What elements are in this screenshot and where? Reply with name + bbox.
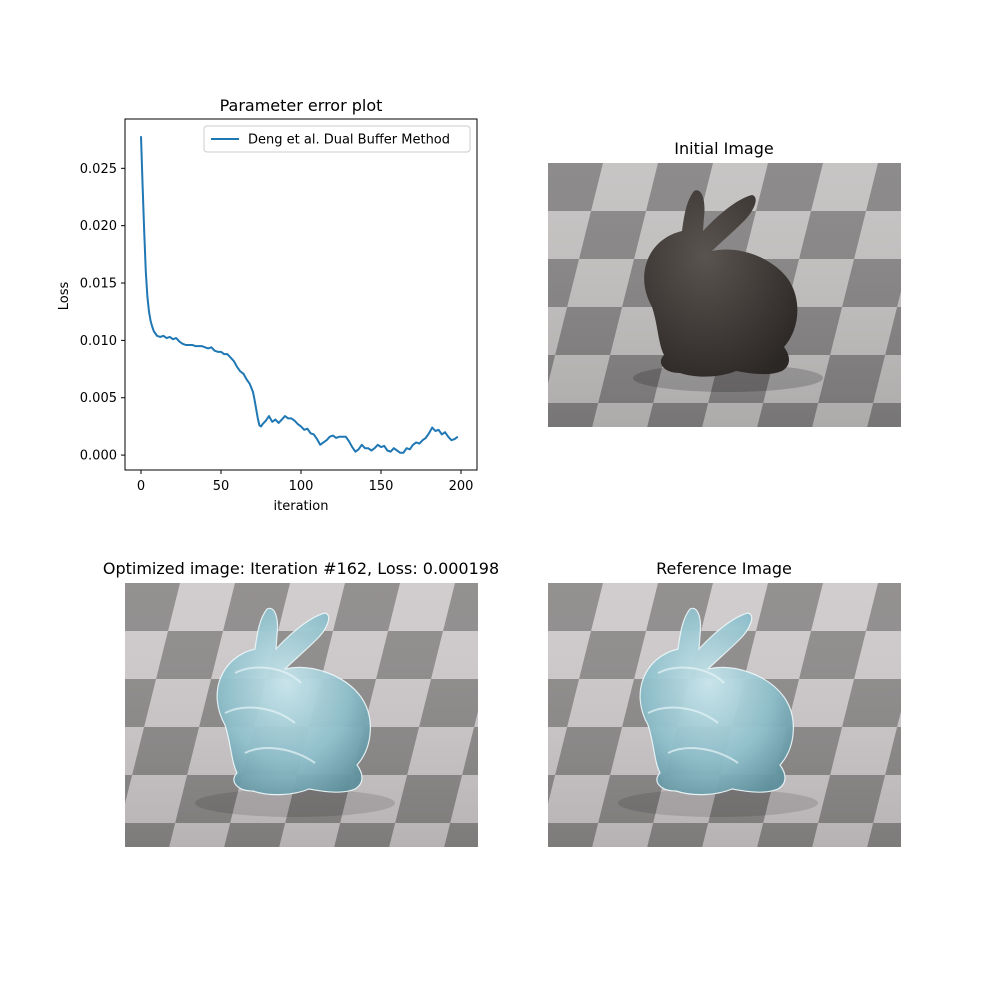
- reference-image-panel: Reference Image: [548, 559, 901, 847]
- x-axis-ticks: 0 50 100 150 200: [137, 470, 474, 494]
- y-tick-label: 0.000: [80, 449, 117, 464]
- loss-chart: Parameter error plot 0 50 100 150 200 0.0000…: [57, 96, 478, 514]
- y-tick-label: 0.015: [80, 277, 117, 292]
- chart-title: Parameter error plot: [220, 96, 383, 115]
- optimized-image-title: Optimized image: Iteration #162, Loss: 0…: [103, 559, 499, 578]
- y-tick-label: 0.005: [80, 391, 117, 406]
- optimized-image: [125, 583, 478, 847]
- plot-line-layer: [140, 136, 459, 454]
- x-tick-label: 100: [289, 479, 314, 494]
- legend-label: Deng et al. Dual Buffer Method: [248, 133, 450, 148]
- optimized-image-panel: Optimized image: Iteration #162, Loss: 0…: [103, 559, 499, 847]
- series-line: [140, 136, 459, 454]
- reference-image: [548, 583, 901, 847]
- y-tick-label: 0.020: [80, 219, 117, 234]
- y-tick-label: 0.010: [80, 334, 117, 349]
- y-axis-label: Loss: [57, 282, 72, 311]
- x-tick-label: 0: [137, 479, 145, 494]
- x-tick-label: 150: [369, 479, 394, 494]
- initial-image: [548, 163, 901, 427]
- x-axis-label: iteration: [274, 499, 329, 514]
- legend-box: [203, 125, 471, 153]
- y-tick-label: 0.025: [80, 162, 117, 177]
- initial-image-panel: Initial Image: [548, 139, 901, 427]
- reference-image-title: Reference Image: [656, 559, 792, 578]
- legend: Deng et al. Dual Buffer Method: [203, 125, 471, 153]
- plot-frame: [124, 118, 478, 471]
- x-tick-label: 200: [449, 479, 474, 494]
- initial-image-title: Initial Image: [674, 139, 773, 158]
- x-tick-label: 50: [213, 479, 230, 494]
- y-axis-ticks: 0.000 0.005 0.010 0.015 0.020 0.025: [80, 162, 125, 464]
